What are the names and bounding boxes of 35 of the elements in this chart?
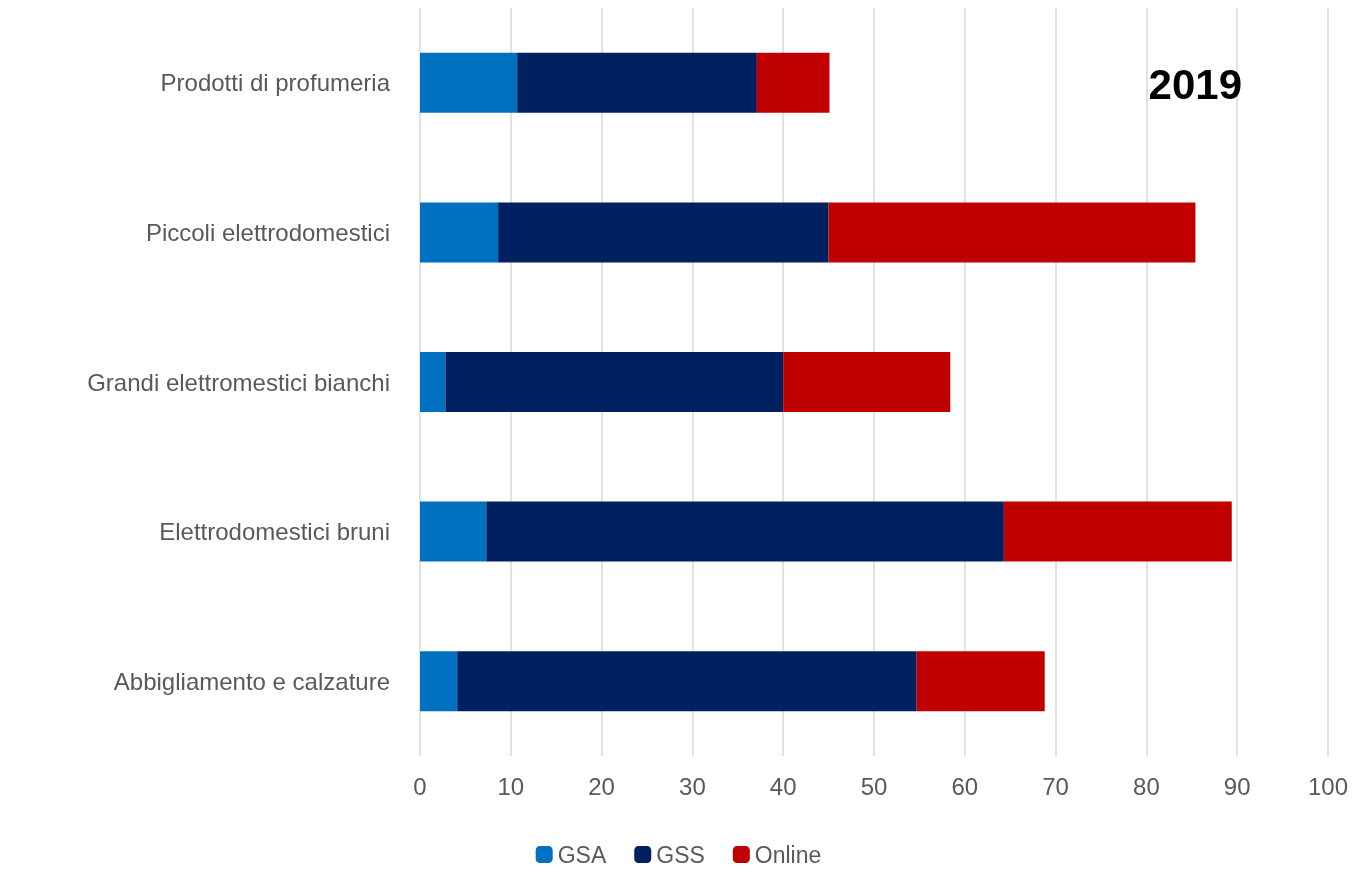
legend-label: GSA [557, 841, 607, 868]
legend-label: GSS [656, 841, 705, 868]
x-tick-label: 0 [413, 772, 427, 800]
bar [498, 202, 829, 263]
y-tick-label: Prodotti di profumeria [160, 69, 391, 97]
x-tick-label: 30 [679, 772, 706, 800]
x-tick-label: 90 [1223, 772, 1251, 800]
y-tick-label: Elettrodomestici bruni [159, 518, 390, 546]
bar [457, 651, 917, 712]
bar [517, 52, 757, 113]
x-tick-label: 100 [1307, 772, 1349, 800]
bar [445, 352, 784, 412]
bar [486, 501, 1004, 562]
bar [783, 352, 951, 412]
bar [420, 352, 446, 412]
x-tick-label: 70 [1042, 772, 1069, 800]
text: 2019 [1148, 60, 1242, 108]
bar [756, 52, 830, 113]
bar [420, 202, 499, 263]
bar [916, 651, 1045, 712]
bar [1003, 501, 1232, 562]
bar [420, 52, 518, 113]
y-tick-label: Abbigliamento e calzature [113, 667, 390, 695]
x-tick-label: 80 [1133, 772, 1160, 800]
bar [828, 202, 1196, 263]
y-tick-label: Piccoli elettrodomestici [145, 218, 390, 246]
x-tick-label: 60 [951, 772, 979, 800]
x-tick-label: 50 [860, 772, 888, 800]
x-tick-label: 20 [588, 772, 615, 800]
x-tick-label: 10 [497, 772, 525, 800]
y-tick-label: Grandi elettromestici bianchi [87, 368, 390, 396]
bar [420, 651, 458, 712]
legend-label: Online [754, 841, 822, 868]
x-tick-label: 40 [769, 772, 797, 800]
bar [420, 501, 487, 562]
